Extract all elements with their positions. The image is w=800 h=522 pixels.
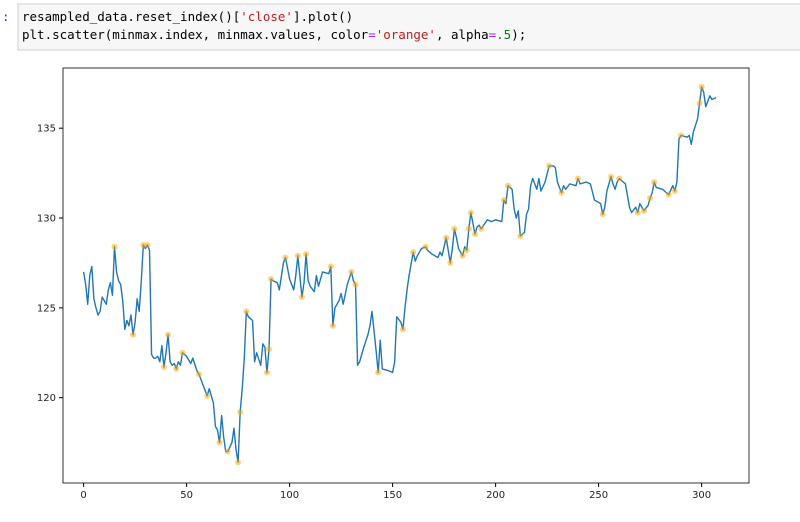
y-tick-label: 125 [37,303,56,314]
code-token: 'close' [240,9,293,24]
plot: 0 50 100 150 200 250 300 120 125 130 135 [37,67,750,501]
scatter-point [467,209,474,216]
scatter-point [303,250,310,257]
code-token: resampled_data.reset_index()[ [22,9,240,24]
scatter-point [546,162,553,169]
scatter-point [144,241,151,248]
y-tick-label: 130 [37,214,56,225]
code-cell[interactable] [17,3,800,51]
scatter-point [352,281,359,288]
x-tick-label: 250 [589,490,608,501]
line-series [82,86,717,464]
code-token: plt.scatter(minmax.index, minmax.values,… [22,27,369,42]
scatter-point [375,369,382,376]
scatter-point [504,182,511,189]
x-tick-label: 200 [486,490,505,501]
scatter-point [465,225,472,232]
scatter-point [266,346,273,353]
scatter-point [224,448,231,455]
scatter-point [443,234,450,241]
axes-frame [62,67,750,484]
scatter-point [195,371,202,378]
scatter-point [294,252,301,259]
scatter-point [422,243,429,250]
scatter-point [348,268,355,275]
scatter-point [282,254,289,261]
scatter-point [575,175,582,182]
scatter-point [111,243,118,250]
scatter-point [616,175,623,182]
code-token: ); [511,27,526,42]
x-tick-label: 100 [280,490,299,501]
scatter-point [235,459,242,466]
x-tick-label: 0 [80,490,86,501]
prompt: : [2,9,10,24]
scatter-point [216,439,223,446]
scatter-point [204,392,211,399]
scatter-point [237,409,244,416]
scatter-point [459,252,466,259]
x-tick-label: 50 [180,490,193,501]
scatter-point [329,322,336,329]
scatter-point [447,259,454,266]
scatter-point [298,294,305,301]
code-token: , alpha [436,27,489,42]
scatter-point [634,209,641,216]
scatter-point [165,331,172,338]
scatter-point [410,249,417,256]
scatter-point [160,364,167,371]
x-tick-label: 300 [692,490,711,501]
scatter-point [671,188,678,195]
scatter-point [140,241,147,248]
y-tick-label: 120 [37,393,56,404]
scatter-point [647,195,654,202]
scatter-point [268,276,275,283]
x-tick-label: 150 [383,490,402,501]
scatter-point [179,349,186,356]
scatter-point [640,207,647,214]
code-token: ].plot() [293,9,353,24]
scatter-point [558,189,565,196]
scatter-point [696,100,703,107]
scatter-point [607,173,614,180]
code-line: resampled_data.reset_index()['close'].pl… [22,9,353,24]
scatter-point [665,191,672,198]
code-line: plt.scatter(minmax.index, minmax.values,… [22,27,526,42]
scatter-point [463,247,470,254]
scatter-point [173,365,180,372]
scatter-point [478,225,485,232]
code-token: = [489,27,497,42]
scatter-point [500,197,507,204]
scatter-point [599,211,606,218]
scatter-point [399,326,406,333]
scatter-point [263,369,270,376]
scatter-point [517,232,524,239]
scatter-point [472,231,479,238]
scatter-point [651,179,658,186]
code-token: = [368,27,376,42]
code-token: 'orange' [376,27,436,42]
y-tick-label: 135 [37,124,56,135]
scatter-point [327,263,334,270]
code-token: .5 [496,27,511,42]
scatter-point [678,132,685,139]
scatter-point [451,225,458,232]
scatter-point [698,83,705,90]
scatter-point [243,308,250,315]
scatter-point [130,331,137,338]
